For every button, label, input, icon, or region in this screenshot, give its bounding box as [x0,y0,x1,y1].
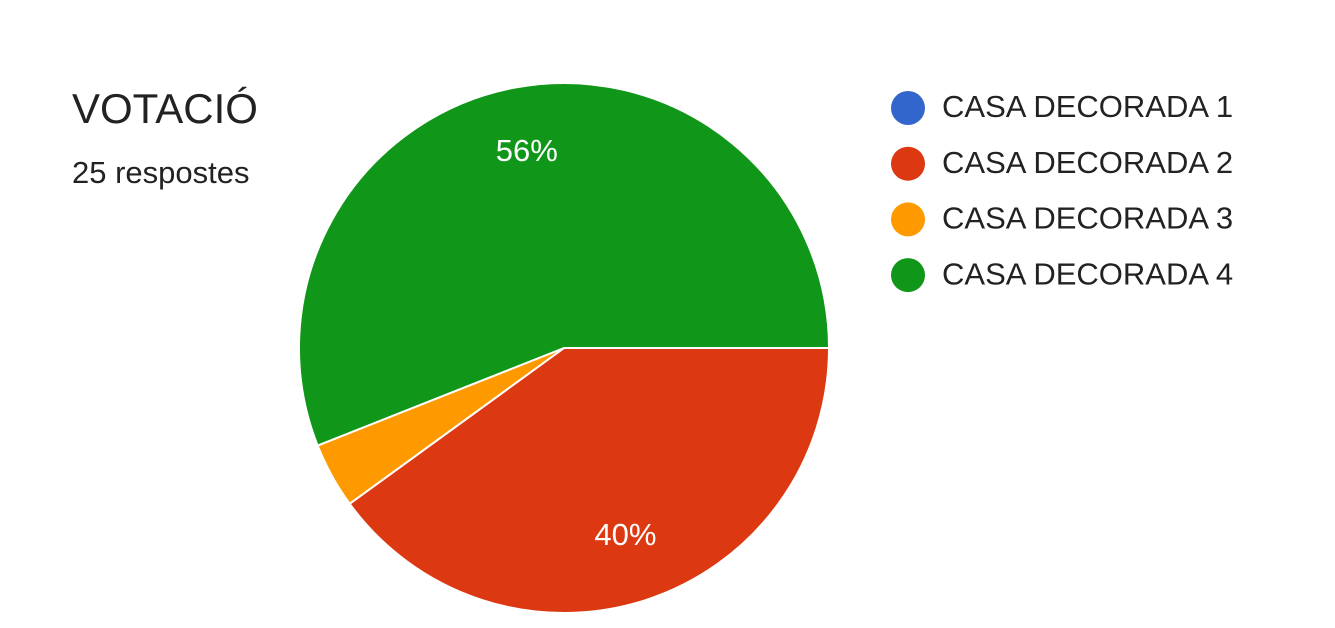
pie-slice [298,82,831,447]
legend-marker [891,146,925,181]
legend-label: CASA DECORADA 1 [942,89,1233,124]
legend-marker [891,258,925,293]
legend-marker [891,91,925,125]
pie-slice [348,347,831,614]
chart-title: VOTACIÓ [72,85,258,132]
legend-label: CASA DECORADA 4 [942,256,1233,291]
legend-marker [891,202,925,237]
legend-label: CASA DECORADA 3 [942,201,1233,236]
chart-subtitle: 25 respostes [72,155,250,190]
data-label: 56% [496,133,558,168]
legend-label: CASA DECORADA 2 [942,145,1233,180]
data-label: 40% [594,517,656,552]
